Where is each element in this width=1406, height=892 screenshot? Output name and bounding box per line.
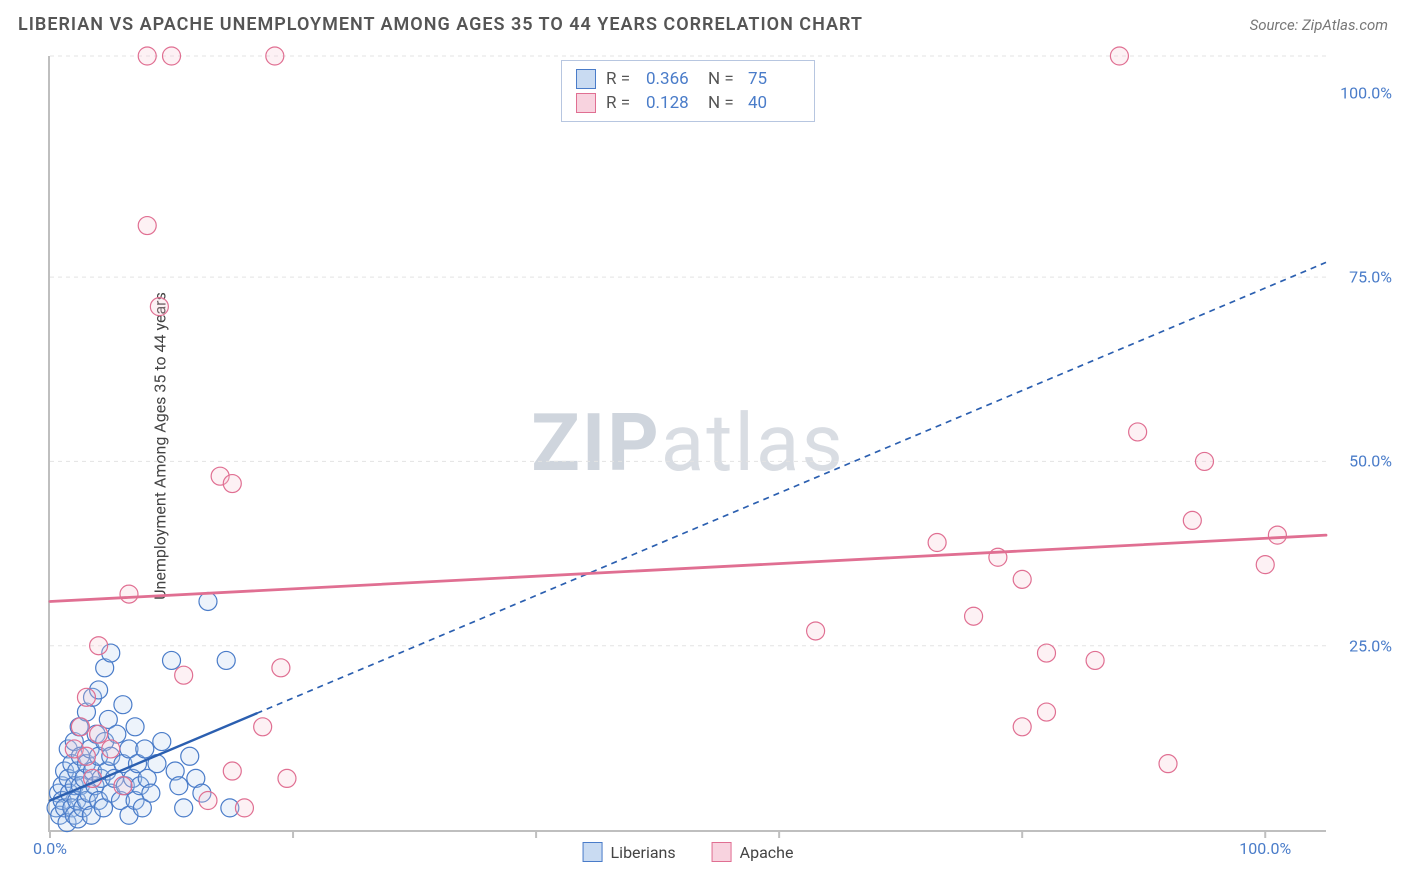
plot-svg <box>50 56 1326 830</box>
y-tick-label: 75.0% <box>1349 268 1392 287</box>
legend-series-label: Apache <box>740 843 794 862</box>
legend-swatch <box>712 842 732 862</box>
legend-series-item: Apache <box>712 842 794 862</box>
legend-corr-row: R = 0.128 N = 40 <box>576 91 800 115</box>
legend-n-label: N = <box>708 93 738 113</box>
source-prefix: Source: <box>1250 16 1302 34</box>
title-row: LIBERIAN VS APACHE UNEMPLOYMENT AMONG AG… <box>18 14 1388 35</box>
chart-title: LIBERIAN VS APACHE UNEMPLOYMENT AMONG AG… <box>18 14 863 35</box>
legend-series-label: Liberians <box>611 843 676 862</box>
legend-r-label: R = <box>606 93 636 113</box>
legend-swatch <box>576 93 596 113</box>
source-name: ZipAtlas.com <box>1302 16 1388 34</box>
y-tick-label: 100.0% <box>1340 83 1392 102</box>
legend-r-value: 0.128 <box>646 93 698 113</box>
chart-root: LIBERIAN VS APACHE UNEMPLOYMENT AMONG AG… <box>0 0 1406 892</box>
y-tick-label: 50.0% <box>1349 452 1392 471</box>
legend-n-label: N = <box>708 69 738 89</box>
plot-area: ZIPatlas R =0.366N =75R =0.128N =40 Libe… <box>48 56 1326 832</box>
legend-series: Liberians Apache <box>583 842 794 862</box>
legend-swatch <box>583 842 603 862</box>
legend-r-value: 0.366 <box>646 69 698 89</box>
source-attribution: Source: ZipAtlas.com <box>1250 16 1388 34</box>
legend-corr-row: R = 0.366 N = 75 <box>576 67 800 91</box>
y-tick-label: 25.0% <box>1349 636 1392 655</box>
legend-r-label: R = <box>606 69 636 89</box>
x-tick-label: 100.0% <box>1239 839 1291 858</box>
legend-series-item: Liberians <box>583 842 676 862</box>
legend-correlation: R = 0.366 N = 75 R = 0.128 N = 40 <box>561 60 815 122</box>
legend-n-value: 40 <box>748 93 800 113</box>
x-tick-label: 0.0% <box>33 839 67 858</box>
legend-n-value: 75 <box>748 69 800 89</box>
legend-swatch <box>576 69 596 89</box>
